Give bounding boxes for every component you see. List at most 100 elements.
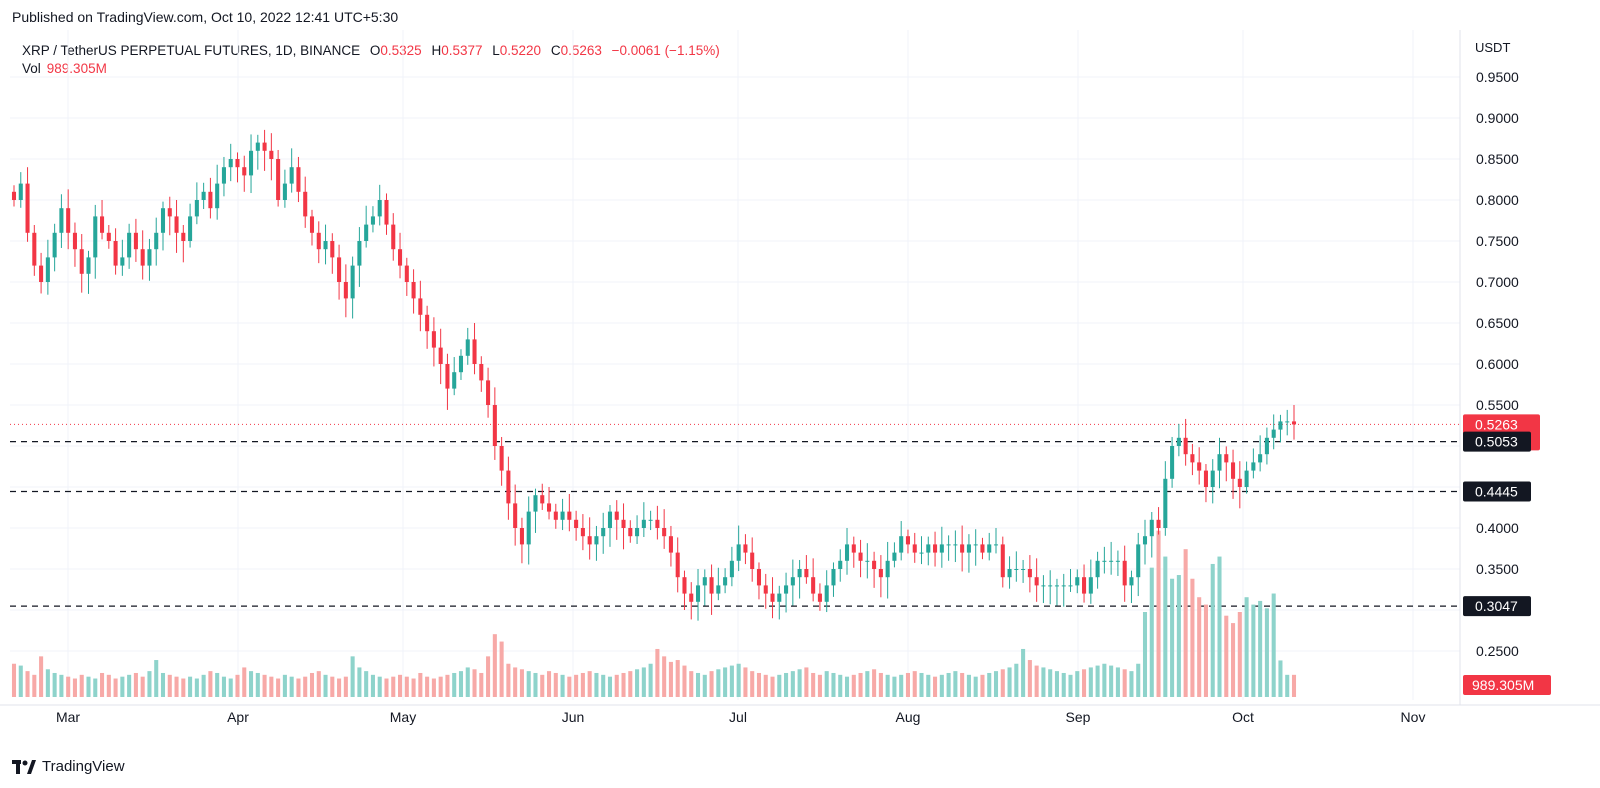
volume-bar xyxy=(601,674,606,697)
candle-body xyxy=(1285,421,1290,423)
candle-body xyxy=(912,544,917,553)
candle-body xyxy=(167,208,172,217)
candle-body xyxy=(580,528,585,537)
volume-bar xyxy=(479,672,484,697)
volume-legend: Vol 989.305M xyxy=(22,61,107,76)
volume-bar xyxy=(1075,671,1080,697)
candle-body xyxy=(702,577,707,586)
volume-bar xyxy=(729,665,734,697)
close-label: C xyxy=(550,43,561,58)
volume-bar xyxy=(716,669,721,697)
volume-bar xyxy=(980,674,985,697)
volume-bar xyxy=(1034,665,1039,697)
volume-bar xyxy=(1095,665,1100,697)
volume-bar xyxy=(52,672,57,697)
candle-body xyxy=(404,265,409,282)
volume-bar xyxy=(323,674,328,697)
volume-bar xyxy=(384,678,389,697)
candle-body xyxy=(1034,577,1039,586)
last-price-tag-text: 0.5263 xyxy=(1475,416,1518,432)
volume-bar xyxy=(167,674,172,697)
volume-bar xyxy=(946,672,951,697)
candle-body xyxy=(838,560,843,569)
open-label: O xyxy=(369,43,381,58)
candle-body xyxy=(878,569,883,578)
candle-body xyxy=(892,552,897,561)
volume-bar xyxy=(1007,667,1012,697)
volume-bar xyxy=(1217,556,1222,697)
volume-bar xyxy=(519,669,524,697)
volume-bar xyxy=(398,674,403,697)
candle-body xyxy=(45,257,50,282)
volume-bar xyxy=(120,676,125,697)
volume-bar xyxy=(533,672,538,697)
y-tick-label: 0.4000 xyxy=(1476,520,1519,536)
candle-body xyxy=(560,511,565,520)
candle-body xyxy=(614,511,619,520)
candle-body xyxy=(106,232,111,241)
volume-bar xyxy=(689,671,694,697)
volume-bar xyxy=(966,674,971,697)
candle-body xyxy=(242,167,247,176)
candle-body xyxy=(66,208,71,233)
candle-body xyxy=(1048,585,1053,587)
low-label: L xyxy=(492,43,500,58)
candle-body xyxy=(1197,462,1202,471)
volume-bar xyxy=(160,672,166,697)
low-value: 0.5220 xyxy=(499,43,542,58)
candle-body xyxy=(1082,577,1087,594)
change-value: −0.0061 (−1.15%) xyxy=(611,43,720,58)
candle-body xyxy=(1237,478,1242,487)
level-tag-2-text: 0.4445 xyxy=(1475,484,1518,500)
volume-bar xyxy=(330,676,335,697)
volume-bar xyxy=(404,676,409,697)
volume-bar xyxy=(445,674,450,697)
x-tick-label: May xyxy=(390,709,416,725)
candle-body xyxy=(1176,437,1181,446)
y-tick-label: 0.7000 xyxy=(1476,274,1519,290)
candle-body xyxy=(1170,446,1175,479)
candle-body xyxy=(716,585,721,594)
candle-body xyxy=(777,593,782,602)
candle-body xyxy=(133,232,138,250)
candle-body xyxy=(1054,585,1059,587)
volume-bar xyxy=(648,663,653,697)
candle-body xyxy=(235,159,240,168)
volume-bar xyxy=(831,672,836,697)
candle-body xyxy=(1251,462,1256,471)
x-tick-label: Jun xyxy=(562,709,585,725)
candle-body xyxy=(811,577,816,594)
candle-body xyxy=(858,552,863,561)
volume-bar xyxy=(140,676,145,697)
volume-bar xyxy=(817,674,822,697)
volume-bar xyxy=(133,672,138,697)
candle-body xyxy=(1109,560,1114,562)
candle-body xyxy=(201,191,206,200)
volume-bar xyxy=(282,674,287,697)
candle-body xyxy=(330,241,335,258)
volume-bar xyxy=(486,656,491,697)
candle-body xyxy=(25,183,30,233)
volume-bar xyxy=(973,676,978,697)
volume-bar xyxy=(567,676,572,697)
volume-bar xyxy=(1068,674,1073,697)
candle-body xyxy=(208,191,213,209)
candle-body xyxy=(93,216,98,258)
volume-bar xyxy=(201,674,206,697)
candle-body xyxy=(513,503,518,528)
volume-bar xyxy=(736,663,741,697)
volume-bar xyxy=(723,667,728,697)
candle-body xyxy=(1102,560,1107,562)
candle-body xyxy=(1014,569,1019,570)
candle-body xyxy=(668,536,673,553)
x-tick-label: Sep xyxy=(1066,709,1091,725)
candle-body xyxy=(851,544,856,553)
candle-body xyxy=(154,232,159,250)
candle-body xyxy=(431,331,436,348)
volume-bar xyxy=(1129,671,1134,697)
level-tag-1-text: 0.5053 xyxy=(1475,434,1518,450)
y-tick-label: 0.5500 xyxy=(1476,397,1519,413)
chart-legend: XRP / TetherUS PERPETUAL FUTURES, 1D, BI… xyxy=(22,41,720,61)
candle-body xyxy=(472,339,477,364)
